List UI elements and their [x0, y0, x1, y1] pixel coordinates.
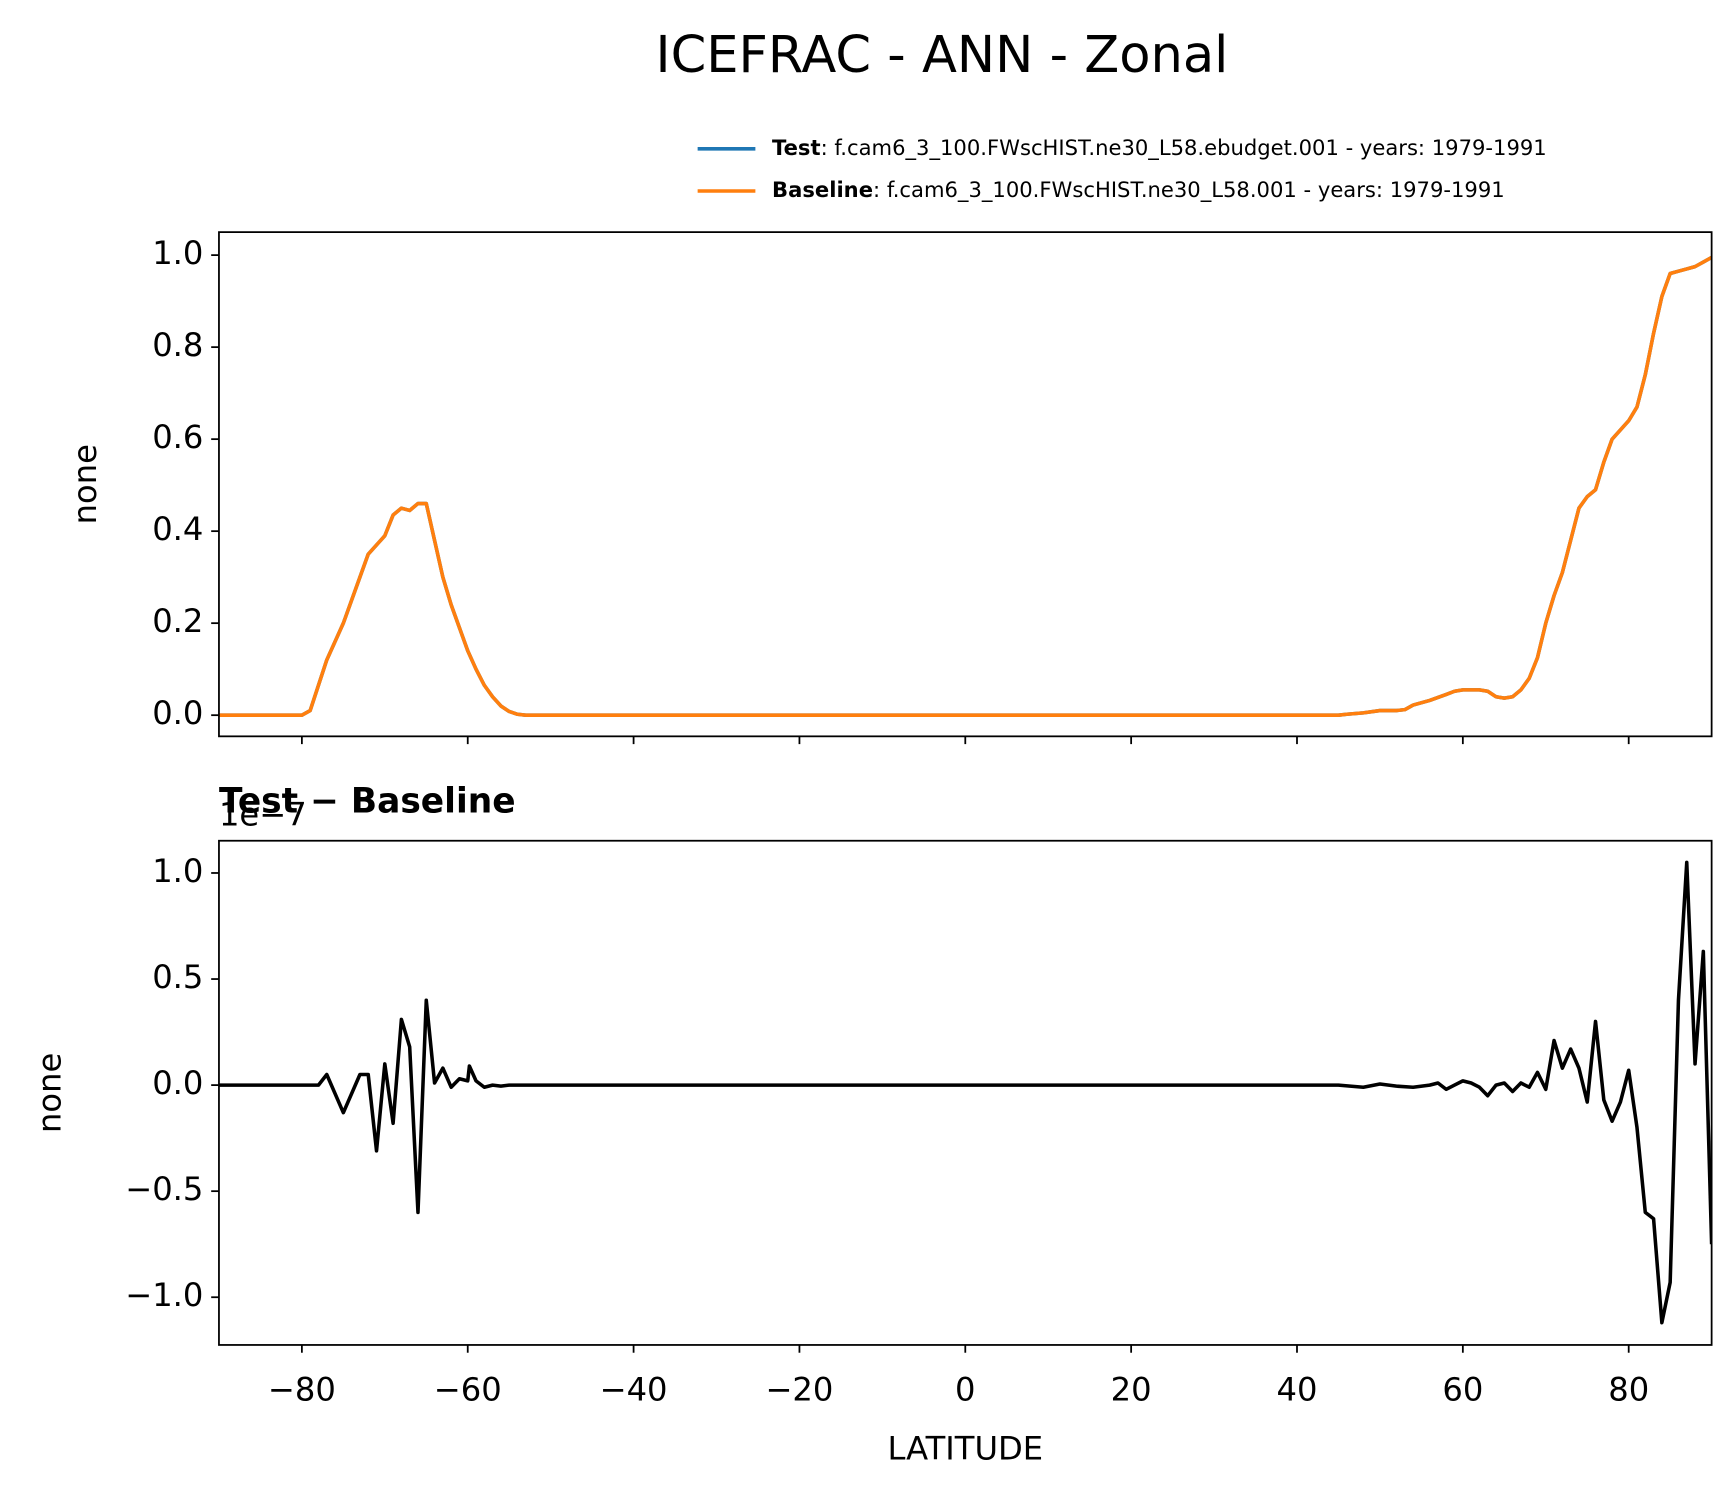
legend-name: Test — [772, 135, 821, 160]
legend-entry: Baseline: f.cam6_3_100.FWscHIST.ne30_L58… — [772, 177, 1505, 203]
y-tick-label: 0.0 — [152, 694, 203, 732]
axes-title: Test − Baseline — [219, 781, 516, 821]
x-tick-label: 80 — [1608, 1371, 1649, 1409]
x-tick-label: 0 — [955, 1371, 975, 1409]
y-tick-label: 0.6 — [152, 418, 203, 456]
x-tick-label: 60 — [1442, 1371, 1483, 1409]
legend-name: Baseline — [772, 177, 873, 202]
legend-description: : f.cam6_3_100.FWscHIST.ne30_L58.ebudget… — [821, 135, 1547, 161]
x-tick-label: 20 — [1111, 1371, 1152, 1409]
y-tick-label: 0.5 — [152, 958, 203, 996]
y-tick-label: 1.0 — [152, 234, 203, 272]
y-tick-label: 0.4 — [152, 510, 203, 548]
legend-entry: Test: f.cam6_3_100.FWscHIST.ne30_L58.ebu… — [772, 135, 1547, 161]
y-tick-label: 0.2 — [152, 602, 203, 640]
x-axis-label: LATITUDE — [887, 1429, 1043, 1467]
y-axis-label: none — [30, 1053, 68, 1133]
offset-text: 1e−7 — [219, 795, 307, 833]
figure-title: ICEFRAC - ANN - Zonal — [656, 26, 1229, 85]
y-axis-label: none — [66, 444, 104, 524]
y-tick-label: 1.0 — [152, 852, 203, 890]
legend-description: : f.cam6_3_100.FWscHIST.ne30_L58.001 - y… — [873, 177, 1505, 203]
x-tick-label: 40 — [1277, 1371, 1318, 1409]
y-tick-label: −1.0 — [125, 1276, 203, 1314]
x-tick-label: −40 — [600, 1371, 668, 1409]
x-tick-label: −60 — [434, 1371, 502, 1409]
y-tick-label: 0.0 — [152, 1064, 203, 1102]
x-tick-label: −80 — [268, 1371, 336, 1409]
y-tick-label: −0.5 — [125, 1170, 203, 1208]
data-line — [218, 255, 1712, 717]
data-line — [218, 860, 1712, 1325]
y-tick-label: 0.8 — [152, 326, 203, 364]
x-tick-label: −20 — [765, 1371, 833, 1409]
